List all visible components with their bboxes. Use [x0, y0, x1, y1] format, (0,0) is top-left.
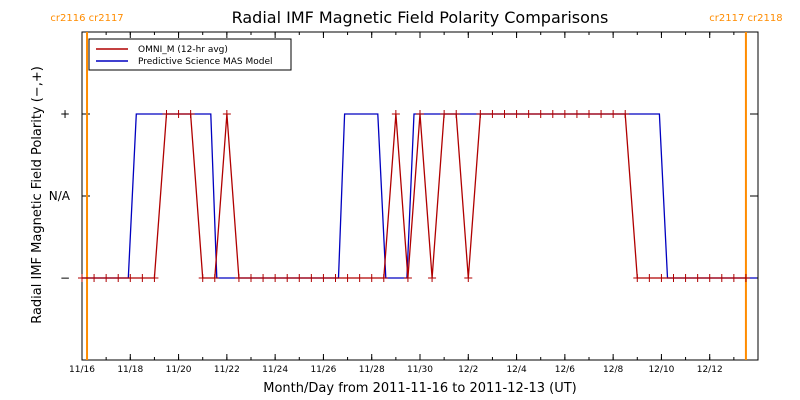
x-tick-label: 11/18	[117, 365, 143, 375]
x-tick-label: 11/26	[310, 365, 336, 375]
data-point	[597, 110, 606, 118]
data-point	[512, 110, 521, 118]
data-point	[162, 110, 171, 118]
data-point	[645, 274, 654, 282]
mas-model-series	[82, 113, 757, 279]
data-point	[271, 274, 280, 282]
data-point	[729, 274, 738, 282]
data-point	[210, 274, 219, 282]
x-tick-label: 12/4	[506, 365, 526, 375]
data-point	[609, 110, 618, 118]
data-point	[355, 274, 364, 282]
data-point	[234, 274, 243, 282]
data-point	[391, 110, 400, 118]
y-tick-label: N/A	[49, 189, 71, 203]
data-point	[416, 110, 424, 118]
data-point	[78, 274, 86, 282]
chart-title: Radial IMF Magnetic Field Polarity Compa…	[232, 8, 609, 27]
data-point	[198, 274, 207, 282]
data-point	[259, 274, 268, 282]
y-tick-label: −	[60, 271, 70, 285]
data-point	[126, 274, 135, 282]
data-point	[452, 110, 461, 118]
legend-entry-mas: Predictive Science MAS Model	[138, 57, 273, 67]
data-point	[403, 274, 412, 282]
data-point	[524, 110, 533, 118]
data-point	[379, 274, 388, 282]
data-point	[681, 274, 690, 282]
rotation-marker-label: cr2117 cr2118	[709, 13, 782, 24]
data-point	[114, 274, 123, 282]
x-tick-label: 12/2	[458, 365, 478, 375]
data-point	[186, 110, 195, 118]
data-point	[90, 274, 99, 282]
data-point	[222, 110, 231, 118]
y-tick-label: +	[60, 107, 70, 121]
data-point	[247, 274, 255, 282]
x-axis-label: Month/Day from 2011-11-16 to 2011-12-13 …	[263, 381, 576, 396]
data-point	[343, 274, 352, 282]
data-point	[150, 274, 159, 282]
x-tick-label: 11/20	[166, 365, 192, 375]
x-tick-label: 11/28	[359, 365, 385, 375]
data-point	[367, 274, 376, 282]
data-point	[428, 274, 437, 282]
y-axis-label: Radial IMF Magnetic Field Polarity (−,+)	[30, 66, 45, 324]
data-point	[536, 110, 545, 118]
data-point	[548, 110, 557, 118]
data-point	[585, 110, 593, 118]
x-tick-label: 11/24	[262, 365, 288, 375]
data-point	[440, 110, 449, 118]
data-point	[669, 274, 678, 282]
carrington-rotation-markers: cr2116 cr2117 cr2117 cr2118	[50, 13, 783, 360]
x-tick-label: 11/22	[214, 365, 240, 375]
data-point	[283, 274, 292, 282]
data-point	[464, 274, 473, 282]
data-point	[488, 110, 497, 118]
data-point	[331, 274, 340, 282]
data-point	[476, 110, 485, 118]
x-axis: 11/16 11/18 11/20 11/22 11/24 11/26 11/28 11/30…	[69, 32, 759, 375]
data-point	[500, 110, 509, 118]
y-axis: − N/A +	[49, 107, 758, 285]
data-point	[741, 274, 750, 282]
data-point	[319, 274, 328, 282]
data-point	[633, 274, 642, 282]
x-tick-label: 12/8	[603, 365, 623, 375]
data-point	[693, 274, 702, 282]
data-point	[657, 274, 666, 282]
series-line	[82, 113, 746, 279]
plot-frame	[81, 31, 759, 361]
legend-entry-omni: OMNI_M (12-hr avg)	[138, 45, 228, 55]
x-tick-label: 11/16	[69, 365, 95, 375]
x-tick-label: 12/6	[555, 365, 575, 375]
legend: OMNI_M (12-hr avg) Predictive Science MA…	[88, 38, 292, 71]
data-point	[138, 274, 147, 282]
x-tick-label: 12/10	[648, 365, 674, 375]
data-point	[174, 110, 183, 118]
data-point	[102, 274, 111, 282]
data-point	[717, 274, 726, 282]
data-point	[572, 110, 581, 118]
rotation-marker-label: cr2116 cr2117	[50, 13, 123, 24]
data-point	[560, 110, 569, 118]
data-point	[705, 274, 714, 282]
x-tick-label: 11/30	[407, 365, 433, 375]
legend-box	[88, 38, 292, 71]
data-point	[621, 110, 630, 118]
omni-series	[78, 110, 750, 282]
data-point	[307, 274, 316, 282]
data-point	[295, 274, 304, 282]
x-tick-label: 12/12	[697, 365, 723, 375]
series-line	[82, 113, 757, 279]
